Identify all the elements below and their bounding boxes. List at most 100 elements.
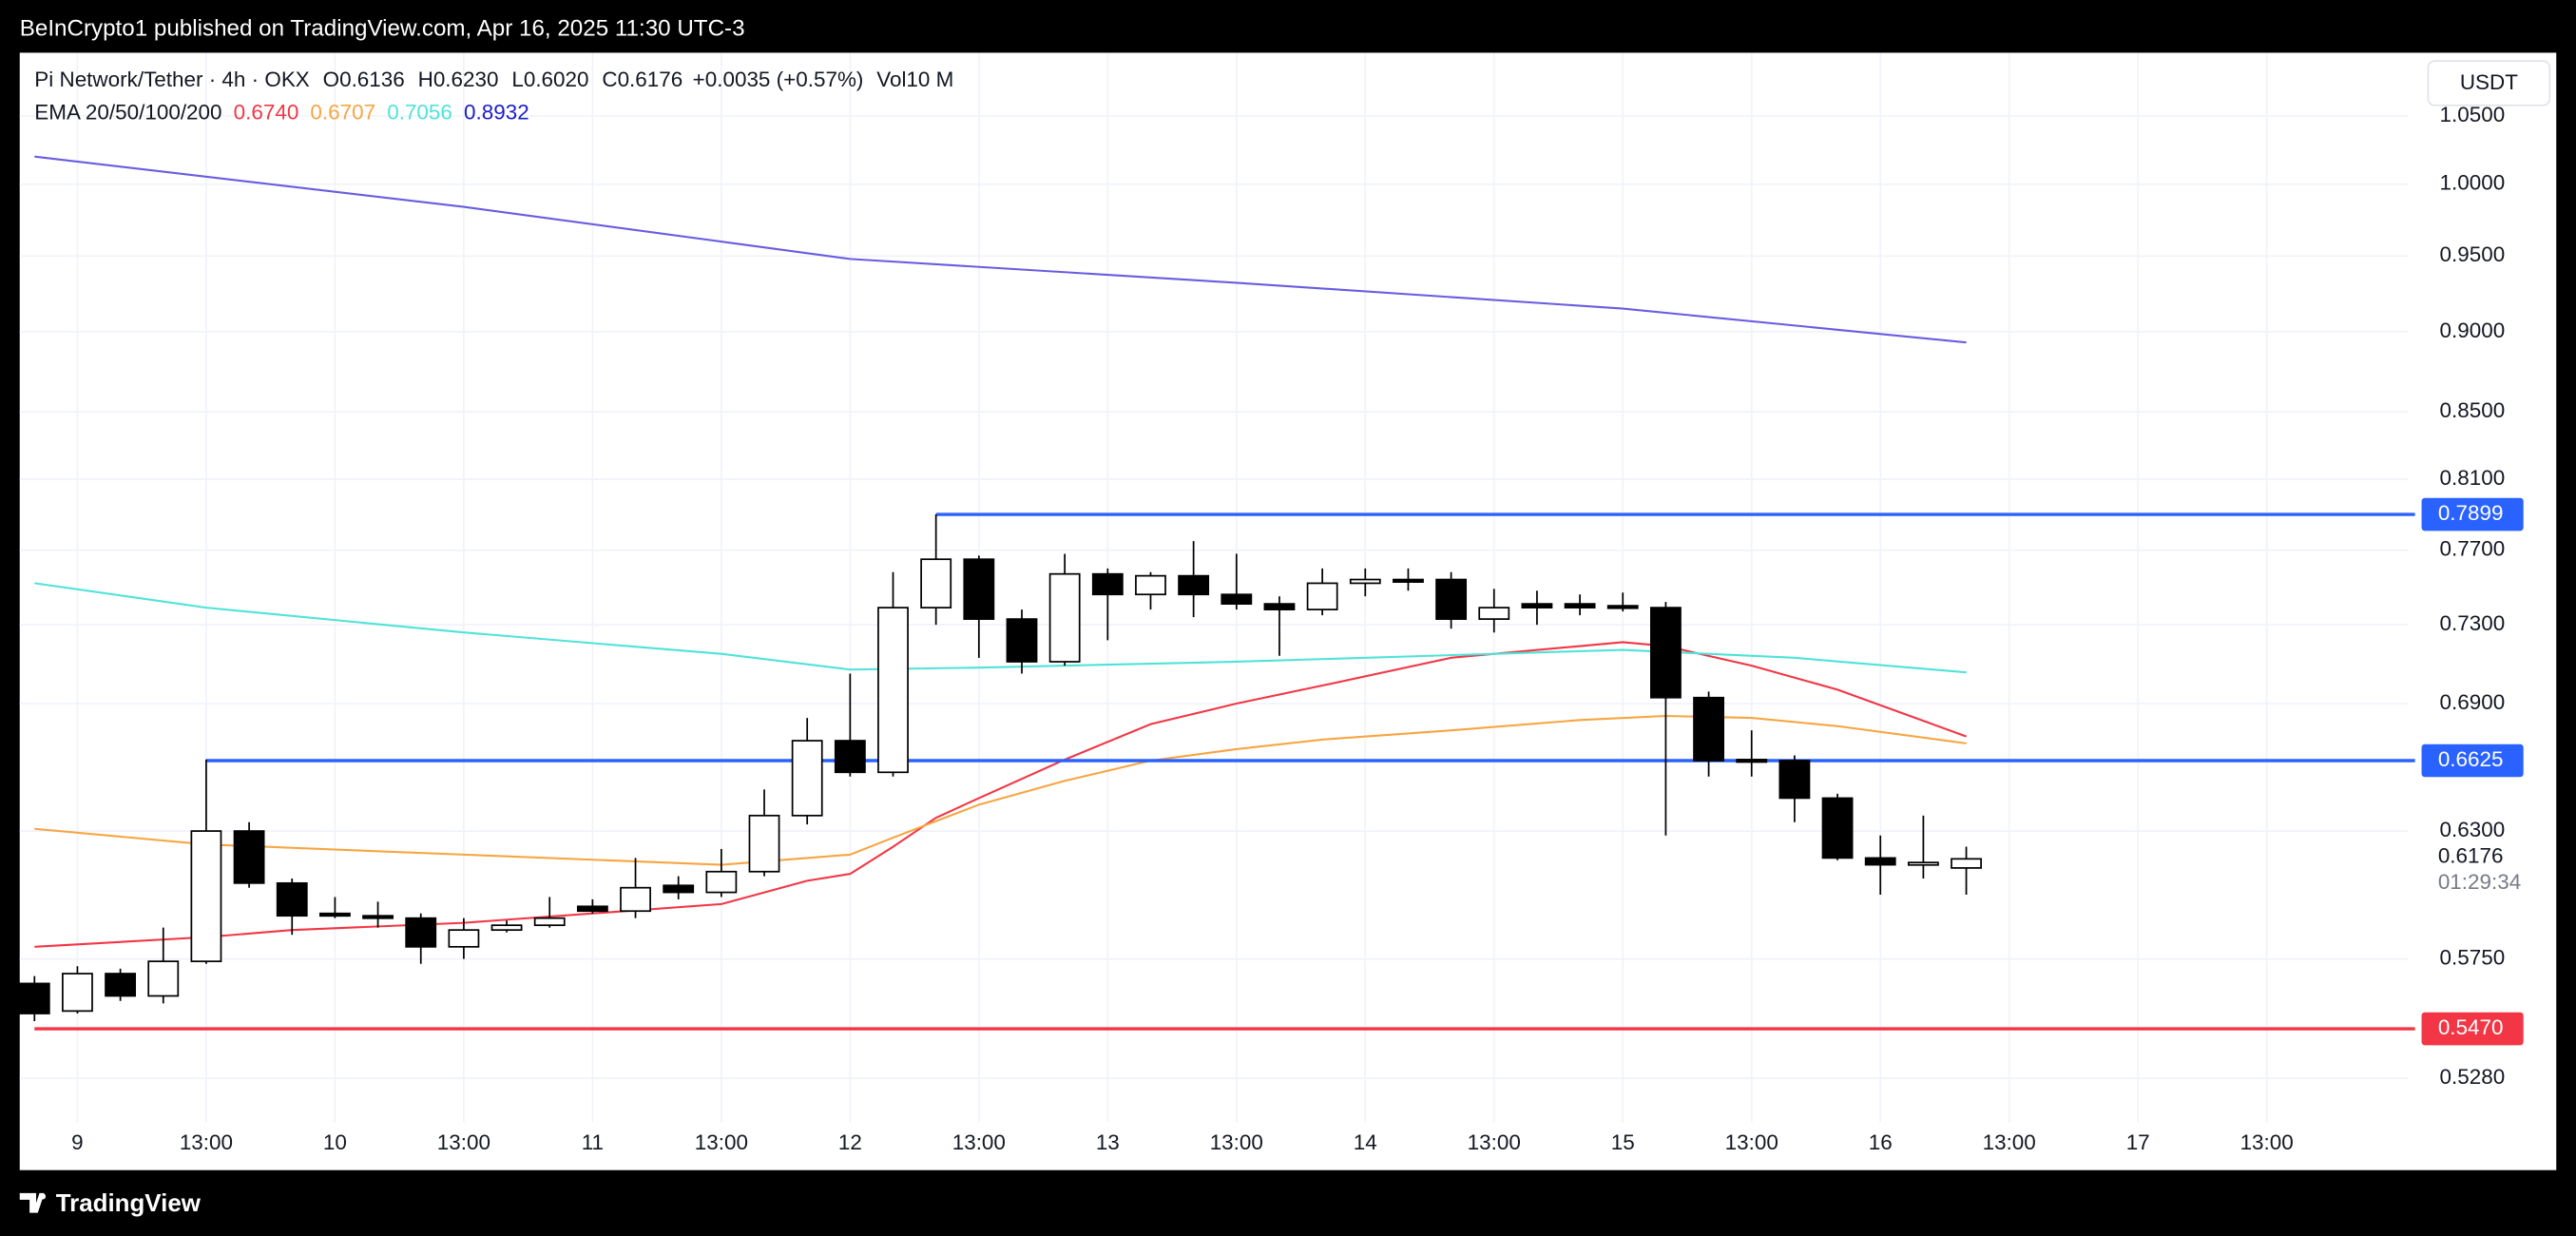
level-label: 0.5470 xyxy=(2438,1015,2504,1039)
x-tick-label: 14 xyxy=(1354,1130,1377,1154)
candle-body xyxy=(576,905,608,913)
chart-area xyxy=(19,52,2557,1170)
ema-value: 0.7056 xyxy=(387,100,452,124)
publisher-line: BeInCrypto1 published on TradingView.com… xyxy=(20,16,745,42)
ema-value: 0.6707 xyxy=(310,100,375,124)
x-tick-label: 13 xyxy=(1096,1130,1120,1154)
candle-body xyxy=(1306,582,1338,610)
candle-body xyxy=(1221,593,1253,606)
level-label: 0.7899 xyxy=(2438,501,2504,525)
candle-body xyxy=(620,886,651,913)
currency-button[interactable] xyxy=(2427,60,2551,106)
candle-body xyxy=(448,929,480,948)
ohlc-key: O xyxy=(323,68,339,91)
candle-body xyxy=(1649,607,1682,699)
x-tick-label: 13:00 xyxy=(695,1130,748,1154)
candle-body xyxy=(1435,578,1468,620)
candle-body xyxy=(362,915,394,919)
candle-body xyxy=(1564,603,1596,608)
countdown: 01:29:34 xyxy=(2438,870,2521,894)
candle-body xyxy=(1778,760,1811,800)
candle-body xyxy=(748,814,780,873)
candle-body xyxy=(1521,603,1553,608)
y-tick-label: 0.9500 xyxy=(2440,242,2506,266)
y-tick-label: 0.8500 xyxy=(2440,398,2506,422)
y-tick-label: 0.8100 xyxy=(2440,466,2506,490)
candle-body xyxy=(533,917,566,927)
candle-body xyxy=(318,912,351,917)
symbol: Pi Network/Tether · 4h · OKX xyxy=(34,68,310,91)
candle-body xyxy=(963,558,995,620)
level-tag xyxy=(2421,497,2524,531)
x-tick-label: 13:00 xyxy=(952,1130,1006,1154)
x-tick-label: 10 xyxy=(323,1130,347,1154)
candle-body xyxy=(1263,603,1296,610)
ohlc-value: 0.6136 xyxy=(339,68,405,91)
ohlc-key: H xyxy=(418,68,433,91)
candle-body xyxy=(1693,696,1724,762)
level-tag xyxy=(2421,744,2524,778)
candle-body xyxy=(405,917,437,948)
last-price: 0.6176 xyxy=(2438,844,2504,868)
x-tick-label: 11 xyxy=(582,1130,604,1154)
candle-body xyxy=(1606,605,1639,609)
candle-body xyxy=(1393,578,1424,583)
x-tick-label: 13:00 xyxy=(2240,1130,2294,1154)
ohlc-key: L xyxy=(511,68,524,91)
candle-body xyxy=(1048,572,1081,663)
x-tick-label: 16 xyxy=(1869,1130,1893,1154)
ema-value: 0.6740 xyxy=(234,100,299,124)
brand-logo xyxy=(19,1192,47,1213)
x-tick-label: 13:00 xyxy=(1210,1130,1263,1154)
x-tick-label: 13:00 xyxy=(437,1130,490,1154)
candle-body xyxy=(920,558,952,608)
candle-body xyxy=(1091,572,1124,596)
y-tick-label: 0.6300 xyxy=(2440,818,2506,841)
candle-body xyxy=(233,830,265,884)
x-tick-label: 13:00 xyxy=(1468,1130,1521,1154)
x-tick-label: 13:00 xyxy=(1725,1130,1778,1154)
plot: 1.0500 1.0000 0.9500 0.9000 0.8500 0.8100 0.77… xyxy=(18,52,2553,1154)
candle-body xyxy=(190,830,222,963)
candle-body xyxy=(1006,618,1038,663)
y-tick-label: 0.5280 xyxy=(2440,1065,2506,1089)
ohlc-value: 0.6020 xyxy=(524,68,589,91)
y-tick-label: 0.7300 xyxy=(2440,611,2506,635)
volume: Vol10 M xyxy=(876,68,953,91)
x-tick-label: 9 xyxy=(71,1130,84,1154)
y-tick-label: 0.7700 xyxy=(2440,537,2506,561)
candle-body xyxy=(1821,797,1854,859)
ema-label: EMA 20/50/100/200 xyxy=(34,100,221,124)
candle-body xyxy=(705,870,738,894)
candle-body xyxy=(791,740,823,817)
candle-body xyxy=(147,960,180,997)
candle-body xyxy=(1478,607,1510,620)
ema-value: 0.8932 xyxy=(464,100,529,124)
ohlc-key: C xyxy=(602,68,617,91)
candle-body xyxy=(1178,574,1210,596)
legend-line: EMA 20/50/100/200 0.6740 0.6707 0.7056 0.893… xyxy=(34,100,529,124)
candle-body xyxy=(877,607,909,774)
candle-body xyxy=(1907,861,1939,866)
x-tick-label: 17 xyxy=(2126,1130,2150,1154)
y-tick-label: 0.9000 xyxy=(2440,319,2506,342)
ema-line xyxy=(34,155,1967,344)
brand-name: TradingView xyxy=(56,1190,202,1217)
x-tick-label: 12 xyxy=(838,1130,862,1154)
last-price-bg xyxy=(2418,842,2553,902)
currency-button-label[interactable]: USDT xyxy=(2460,70,2518,94)
y-tick-label: 0.5750 xyxy=(2440,946,2506,970)
level-label: 0.6625 xyxy=(2438,747,2504,771)
ohlc-value: 0.6176 xyxy=(618,68,683,91)
candle-body xyxy=(490,924,523,932)
candle-body xyxy=(105,973,137,997)
candle-body xyxy=(62,973,93,1013)
candle-body xyxy=(834,740,866,774)
x-tick-label: 13:00 xyxy=(180,1130,233,1154)
candle-body xyxy=(1951,858,1982,869)
candle-body xyxy=(663,884,695,894)
candle-body xyxy=(276,881,308,917)
candle-body xyxy=(1349,578,1381,585)
